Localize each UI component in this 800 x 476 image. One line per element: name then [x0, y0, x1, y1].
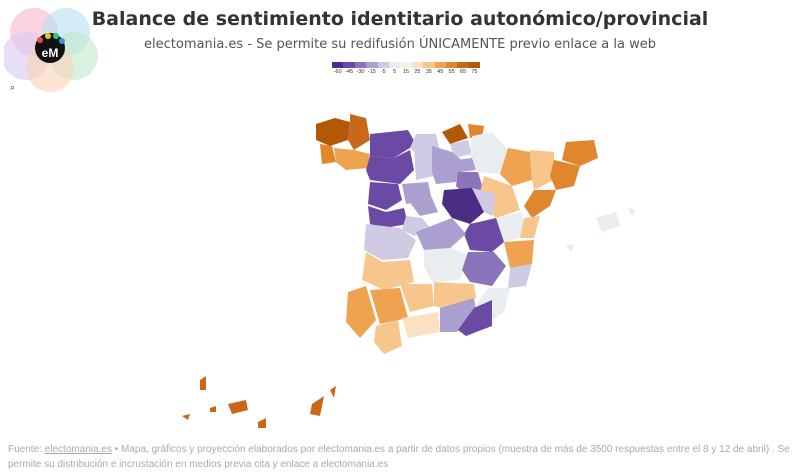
- province-baleares-menorca[interactable]: [628, 208, 636, 216]
- province-huesca[interactable]: [500, 148, 532, 186]
- province-toledo[interactable]: [416, 218, 466, 250]
- legend-swatch: [377, 62, 389, 68]
- province-ourense[interactable]: [334, 148, 370, 170]
- legend-tick-label: 45: [437, 69, 444, 75]
- province-navarra[interactable]: [470, 132, 508, 174]
- province-pontevedra[interactable]: [320, 144, 336, 164]
- legend-tick-label: 25: [414, 69, 421, 75]
- province-salamanca[interactable]: [368, 206, 408, 228]
- province-baleares-ibiza[interactable]: [566, 244, 574, 252]
- province-madrid[interactable]: [442, 188, 484, 224]
- color-legend: -60 -45 -30 -15 -5 5 15 25 35 45 55 65 75: [332, 62, 481, 82]
- province-segovia[interactable]: [408, 198, 438, 216]
- legend-tick-label: 65: [459, 69, 467, 75]
- legend-swatch: [468, 62, 481, 68]
- legend-tick-label: 35: [425, 69, 432, 75]
- province-sevilla[interactable]: [370, 288, 408, 324]
- province-ciudad-real[interactable]: [424, 248, 468, 282]
- legend-tick-label: -15: [367, 69, 376, 75]
- province-albacete[interactable]: [462, 252, 506, 286]
- legend-tick-label: -60: [333, 69, 342, 75]
- legend-swatch: [411, 62, 424, 68]
- legend-swatch: [445, 62, 458, 68]
- province-barcelona[interactable]: [550, 160, 580, 190]
- province-canarias-gran-canaria[interactable]: [258, 418, 266, 428]
- province-zamora[interactable]: [368, 182, 402, 210]
- province-tarragona[interactable]: [524, 190, 556, 218]
- province-caceres[interactable]: [364, 224, 416, 260]
- page-title: Balance de sentimiento identitario auton…: [91, 8, 709, 30]
- province-burgos[interactable]: [432, 146, 466, 184]
- province-jaen[interactable]: [434, 282, 476, 310]
- province-la-rioja[interactable]: [456, 158, 476, 172]
- province-a-coruna[interactable]: [316, 118, 350, 146]
- logo-text: eM: [42, 46, 59, 60]
- spain-provinces-map[interactable]: [170, 100, 650, 440]
- province-castellon[interactable]: [520, 216, 540, 238]
- legend-tick-label: -5: [380, 69, 386, 75]
- province-baleares-mallorca[interactable]: [596, 212, 620, 232]
- province-malaga[interactable]: [402, 312, 440, 338]
- legend-tick-label: 55: [448, 69, 455, 75]
- province-asturias[interactable]: [370, 130, 416, 158]
- province-canarias-el-hierro[interactable]: [182, 414, 190, 420]
- legend-ticks: -60 -45 -30 -15 -5 5 15 25 35 45 55 65 75: [332, 69, 480, 75]
- province-lleida[interactable]: [530, 150, 554, 190]
- legend-swatch: [434, 62, 446, 68]
- source-text: • Mapa, gráficos y proyección elaborados…: [8, 444, 790, 470]
- source-link[interactable]: electomania.es: [44, 444, 112, 455]
- legend-swatch: [388, 62, 401, 68]
- province-canarias-tenerife[interactable]: [228, 400, 248, 414]
- province-palencia[interactable]: [414, 146, 434, 180]
- province-canarias-fuerteventura[interactable]: [310, 396, 324, 416]
- province-valencia[interactable]: [504, 240, 534, 268]
- province-valladolid[interactable]: [402, 182, 432, 204]
- page-subtitle: electomania.es - Se permite su redifusió…: [144, 37, 656, 52]
- legend-swatch: [457, 62, 469, 68]
- legend-tick-label: -45: [345, 69, 354, 75]
- legend-tick-label: 5: [393, 69, 397, 75]
- legend-swatch: [400, 62, 412, 68]
- province-canarias-la-palma[interactable]: [200, 376, 206, 390]
- province-canarias-lanzarote[interactable]: [330, 386, 336, 398]
- legend-swatch: [366, 62, 378, 68]
- legend-swatch: [343, 62, 355, 68]
- legend-tick-label: 15: [402, 69, 410, 75]
- legend-tick-label: -30: [356, 69, 365, 75]
- province-leon[interactable]: [366, 150, 414, 184]
- province-almeria[interactable]: [458, 300, 492, 336]
- search-icon[interactable]: ⌕: [10, 82, 16, 92]
- province-cordoba[interactable]: [400, 284, 434, 312]
- province-cadiz[interactable]: [374, 320, 402, 354]
- province-bizkaia[interactable]: [442, 124, 468, 144]
- province-cuenca[interactable]: [464, 218, 504, 252]
- province-huelva[interactable]: [346, 286, 376, 338]
- legend-swatch: [354, 62, 367, 68]
- province-girona[interactable]: [562, 140, 598, 166]
- legend-swatch: [423, 62, 435, 68]
- province-guadalajara[interactable]: [472, 188, 496, 216]
- province-badajoz[interactable]: [362, 252, 414, 290]
- province-alicante[interactable]: [508, 264, 532, 288]
- source-footer: Fuente: electomania.es • Mapa, gráficos …: [8, 442, 798, 472]
- province-canarias-la-gomera[interactable]: [210, 406, 216, 412]
- legend-color-bar: [332, 62, 481, 68]
- province-alava[interactable]: [450, 140, 472, 158]
- legend-tick-label: 75: [471, 69, 478, 75]
- province-lugo[interactable]: [348, 114, 370, 150]
- electomania-logo: eM: [2, 4, 100, 94]
- legend-swatch: [332, 62, 344, 68]
- source-prefix: Fuente:: [8, 444, 45, 455]
